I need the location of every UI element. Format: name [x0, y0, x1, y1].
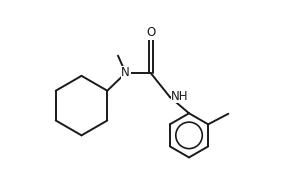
Text: NH: NH [171, 89, 188, 103]
Text: N: N [121, 66, 130, 79]
Text: O: O [146, 26, 155, 39]
